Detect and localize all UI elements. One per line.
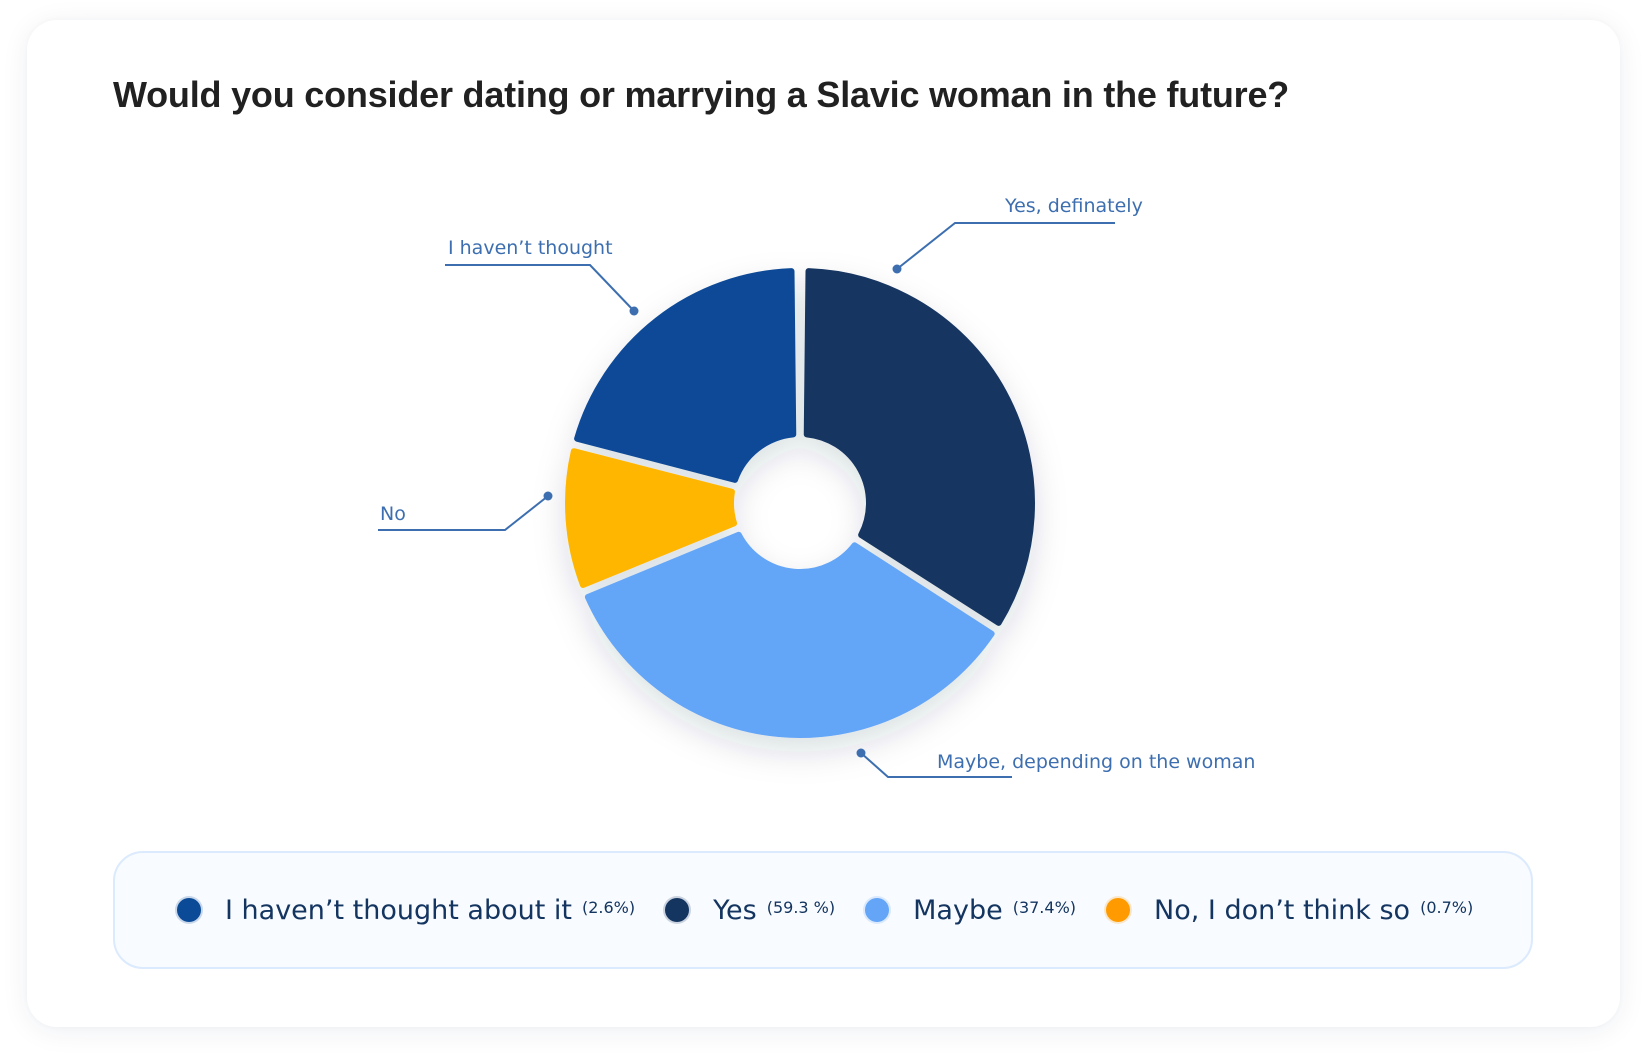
legend-label: I haven’t thought about it (225, 894, 572, 926)
legend-percentage: (2.6%) (581, 897, 636, 917)
callout-label-no: No (380, 503, 406, 525)
leader-dot (543, 491, 553, 501)
slice-no[interactable] (565, 448, 738, 589)
legend-item-havent-thought[interactable]: I haven’t thought about it (2.6%) (177, 895, 635, 926)
legend-percentage: (59.3 %) (766, 897, 836, 917)
chart-title: Would you consider dating or marrying a … (113, 74, 1290, 115)
leader-line (445, 264, 635, 312)
chart-legend: I haven’t thought about it (2.6%) Yes (5… (113, 851, 1533, 969)
leader-dot (856, 748, 866, 758)
legend-label: Yes (713, 894, 757, 926)
slice-yes[interactable] (803, 268, 1035, 626)
callout-havent-thought: I haven’t thought (445, 237, 639, 316)
callout-yes: Yes, definately (892, 195, 1143, 274)
callout-label-maybe: Maybe, depending on the woman (937, 751, 1255, 773)
leader-dot (629, 306, 639, 316)
legend-item-maybe[interactable]: Maybe (37.4%) (865, 895, 1076, 926)
callout-no: No (378, 491, 553, 531)
legend-dot-icon (1106, 898, 1131, 922)
legend-item-yes[interactable]: Yes (59.3 %) (665, 895, 835, 926)
legend-label: Maybe (913, 894, 1003, 926)
legend-item-no[interactable]: No, I don’t think so (0.7%) (1106, 895, 1473, 926)
callout-maybe: Maybe, depending on the woman (856, 748, 1255, 778)
legend-percentage: (0.7%) (1420, 897, 1474, 917)
leader-line (860, 752, 1012, 778)
leader-dot (892, 264, 902, 274)
leader-line (896, 222, 1115, 270)
slice-havent-thought[interactable] (574, 268, 797, 483)
legend-dot-icon (177, 898, 201, 922)
leader-line (378, 495, 549, 531)
legend-label: No, I don’t think so (1154, 894, 1411, 926)
slice-maybe[interactable] (584, 531, 995, 738)
donut-slices (565, 268, 1035, 738)
legend-dot-icon (865, 898, 890, 922)
callout-label-yes: Yes, definately (1004, 195, 1143, 217)
legend-dot-icon (665, 898, 690, 922)
legend-percentage: (37.4%) (1012, 897, 1077, 917)
callout-label-havent-thought: I haven’t thought (448, 237, 613, 259)
